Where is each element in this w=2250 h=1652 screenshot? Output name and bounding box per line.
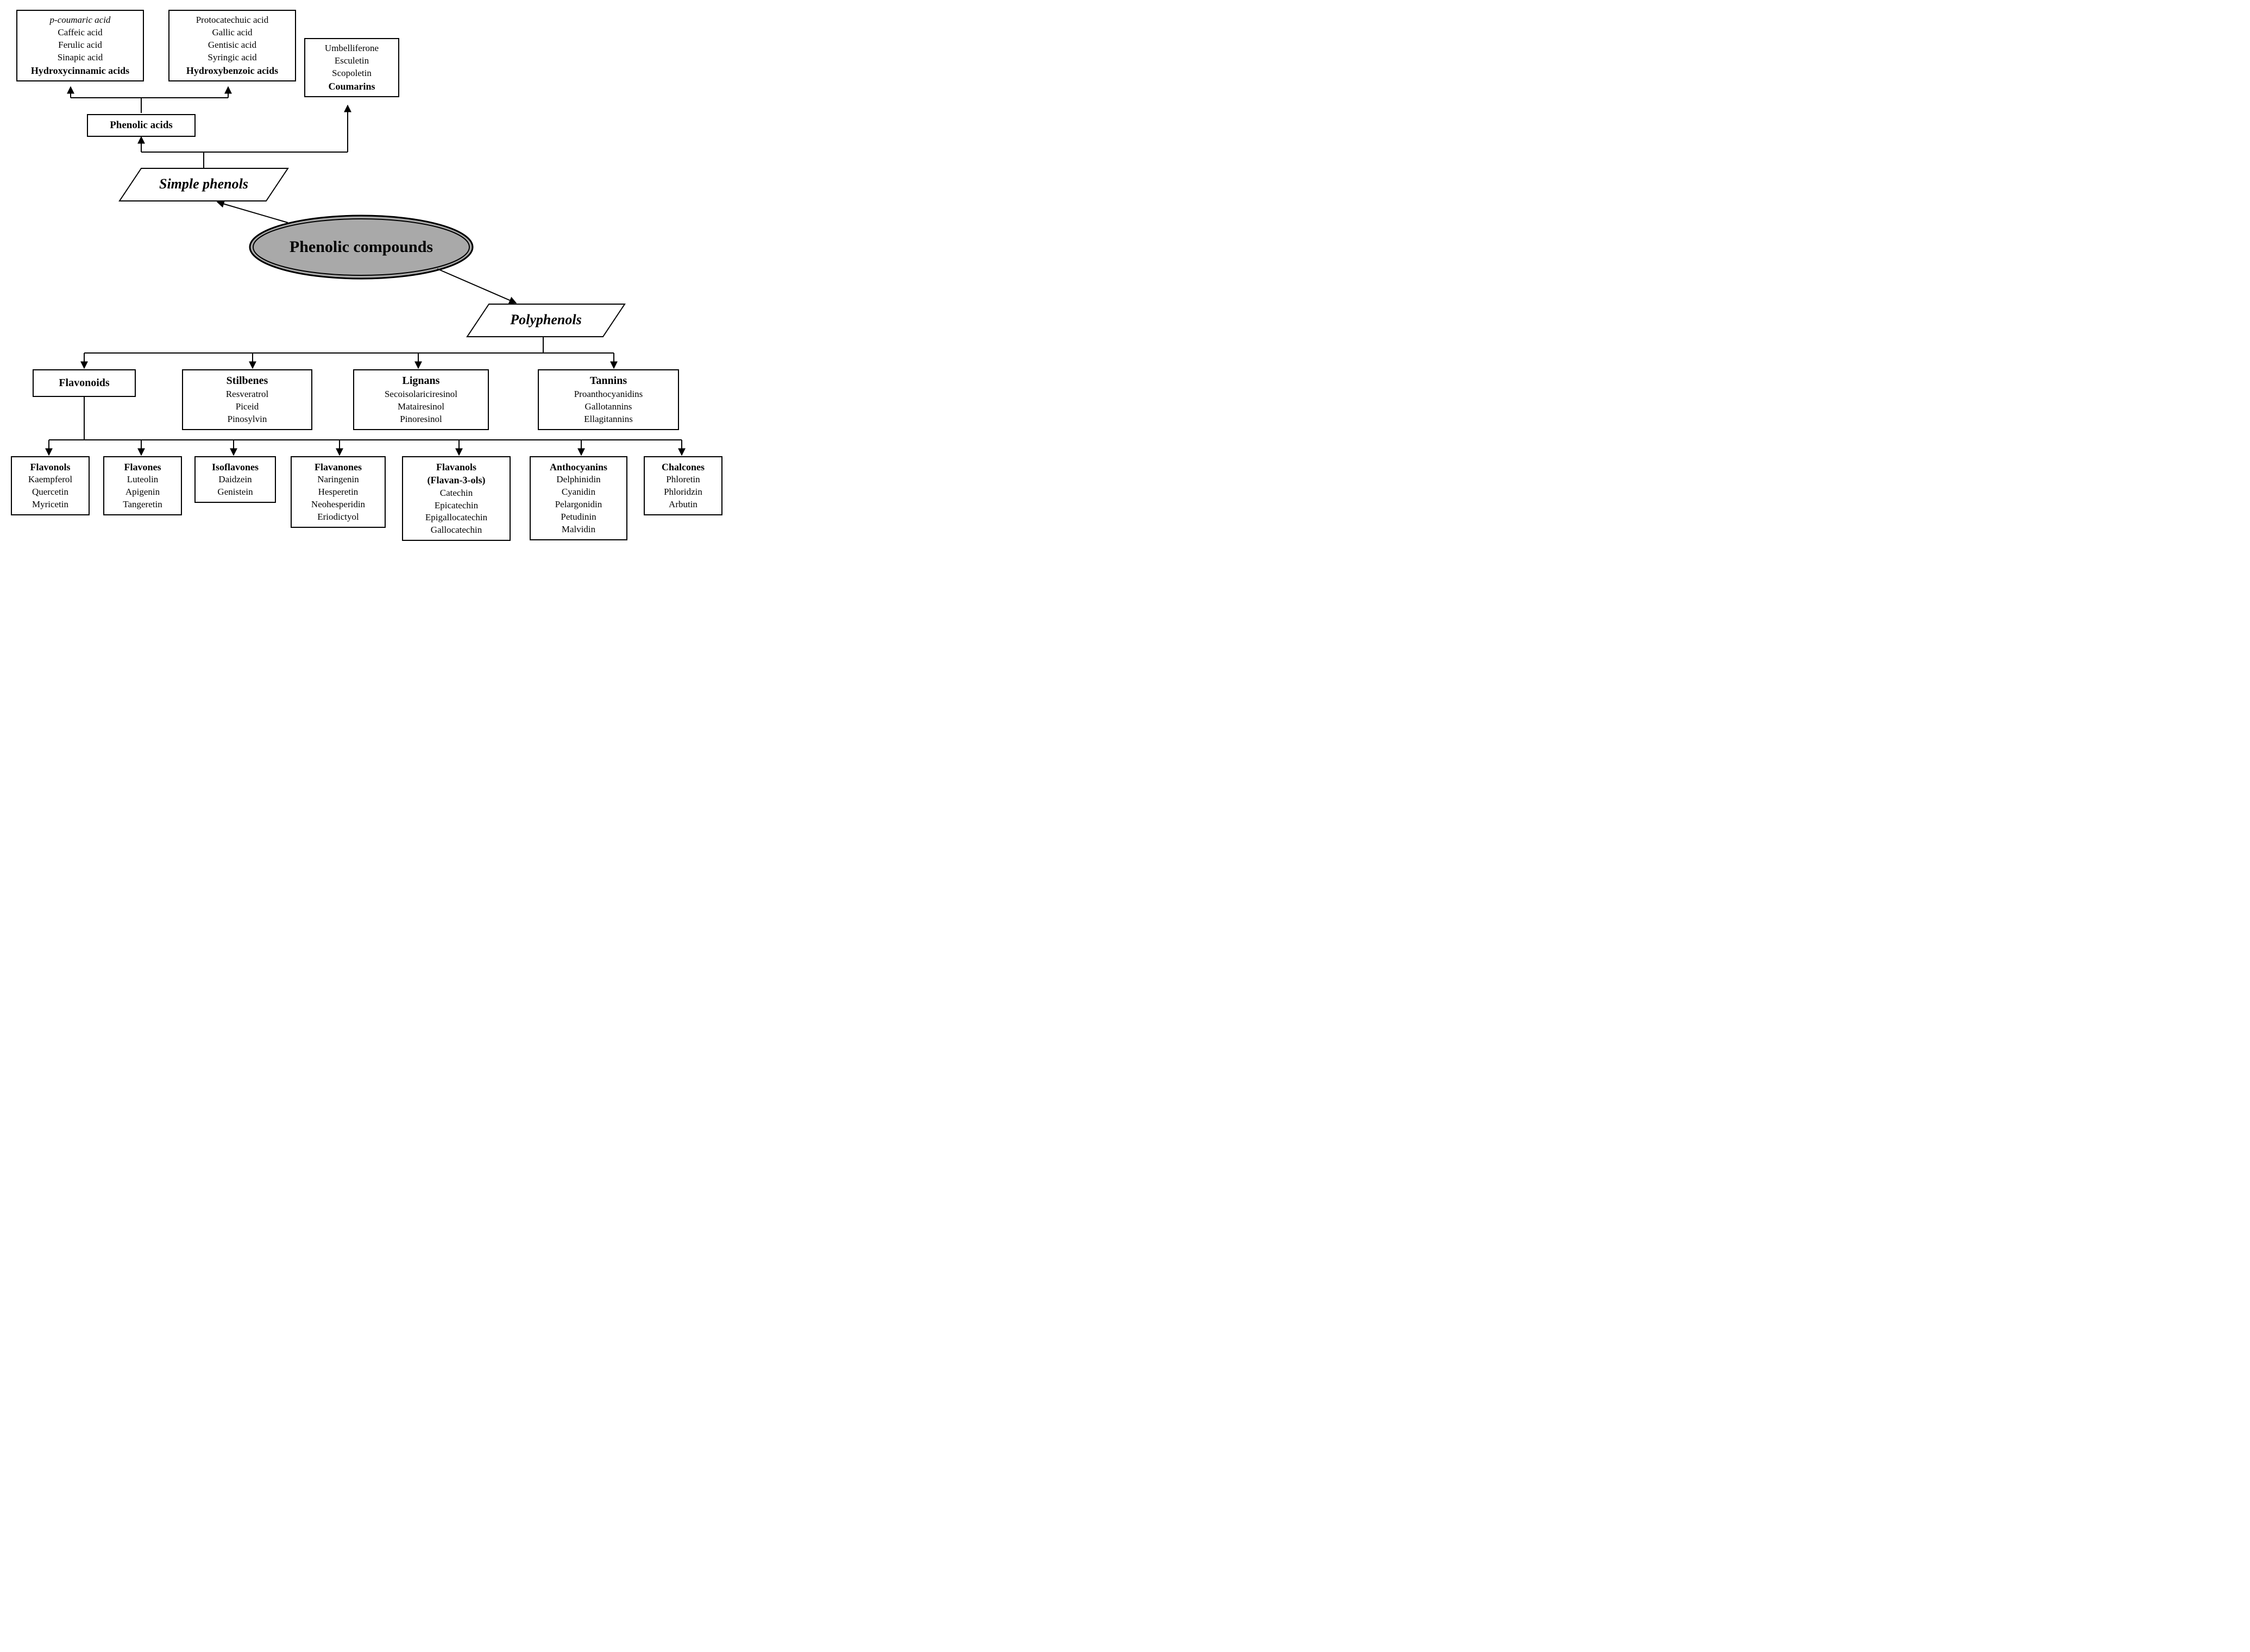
hydroxybenzoic-box: Protocatechuic acid Gallic acid Gentisic… [168,10,296,81]
polyphenols-label: Polyphenols [492,312,600,328]
stilbenes-box: Stilbenes Resveratrol Piceid Pinosylvin [182,369,312,430]
coumarins-box: Umbelliferone Esculetin Scopoletin Couma… [304,38,399,97]
hydroxycinnamic-box: p-coumaric acid Caffeic acid Ferulic aci… [16,10,144,81]
flavonoids-box: Flavonoids [33,369,136,397]
phenolic-acids-box: Phenolic acids [87,114,196,137]
chalcones-box: Chalcones Phloretin Phloridzin Arbutin [644,456,722,515]
lignans-box: Lignans Secoisolariciresinol Matairesino… [353,369,489,430]
tannins-box: Tannins Proanthocyanidins Gallotannins E… [538,369,679,430]
flavanols-box: Flavanols (Flavan-3-ols) Catechin Epicat… [402,456,511,541]
isoflavones-box: Isoflavones Daidzein Genistein [194,456,276,503]
flavanones-box: Flavanones Naringenin Hesperetin Neohesp… [291,456,386,528]
anthocyanins-box: Anthocyanins Delphinidin Cyanidin Pelarg… [530,456,627,540]
flavonols-box: Flavonols Kaempferol Quercetin Myricetin [11,456,90,515]
simple-phenols-label: Simple phenols [139,176,269,192]
flavones-box: Flavones Luteolin Apigenin Tangeretin [103,456,182,515]
